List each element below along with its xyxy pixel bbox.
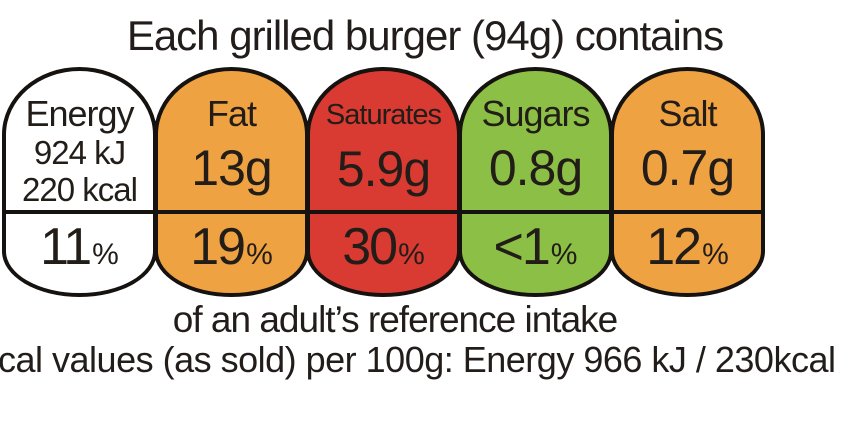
panel-saturates: Saturates 5.9g 30% [306,67,461,297]
panel-salt-label: Salt [658,93,717,134]
panel-energy-top: Energy 924 kJ 220 kcal [6,71,153,210]
panel-salt-percent-value: 12 [646,218,702,276]
panel-energy-kj: 924 kJ [33,134,126,171]
panel-energy-label: Energy [25,93,134,134]
panel-saturates-top: Saturates 5.9g [310,71,457,210]
panel-salt-percent-unit: % [702,238,729,271]
panel-fat-top: Fat 13g [158,71,305,210]
panel-sugars-top: Sugars 0.8g [462,71,609,210]
panel-fat-percent-unit: % [246,238,273,271]
panel-fat-value: 13g [191,140,272,196]
panel-fat-percent-value: 19 [190,218,246,276]
reference-intake-note: of an adult’s reference intake [172,299,618,340]
panel-saturates-percent: 30% [310,210,457,293]
panel-salt-value: 0.7g [640,140,735,196]
panel-sugars-label: Sugars [481,93,590,134]
traffic-light-strip: Energy 924 kJ 220 kcal 11% Fat 13g 19% S… [2,67,765,297]
panel-sugars-percent-value: <1 [493,218,551,276]
panel-sugars-value: 0.8g [488,140,583,196]
panel-salt-top: Salt 0.7g [614,71,761,210]
serving-title: Each grilled burger (94g) contains [126,12,724,59]
panel-sugars: Sugars 0.8g <1% [458,67,613,297]
panel-fat: Fat 13g 19% [154,67,309,297]
panel-saturates-label: Saturates [325,99,442,131]
panel-sugars-percent: <1% [462,210,609,293]
panel-fat-label: Fat [206,93,257,134]
panel-energy-percent-unit: % [92,238,119,271]
panel-energy-percent: 11% [6,210,153,293]
per-100g-note-cutoff: cal values (as sold) per 100g: Energy 96… [0,339,836,380]
panel-salt: Salt 0.7g 12% [610,67,765,297]
panel-sugars-percent-unit: % [550,238,578,271]
panel-energy-kcal: 220 kcal [22,171,138,208]
panel-energy-percent-value: 11 [40,218,92,276]
panel-salt-percent: 12% [614,210,761,293]
panel-energy: Energy 924 kJ 220 kcal 11% [2,67,157,297]
panel-saturates-value: 5.9g [336,141,431,197]
panel-fat-percent: 19% [158,210,305,293]
panel-saturates-percent-unit: % [398,238,425,271]
panel-saturates-percent-value: 30 [342,218,398,276]
